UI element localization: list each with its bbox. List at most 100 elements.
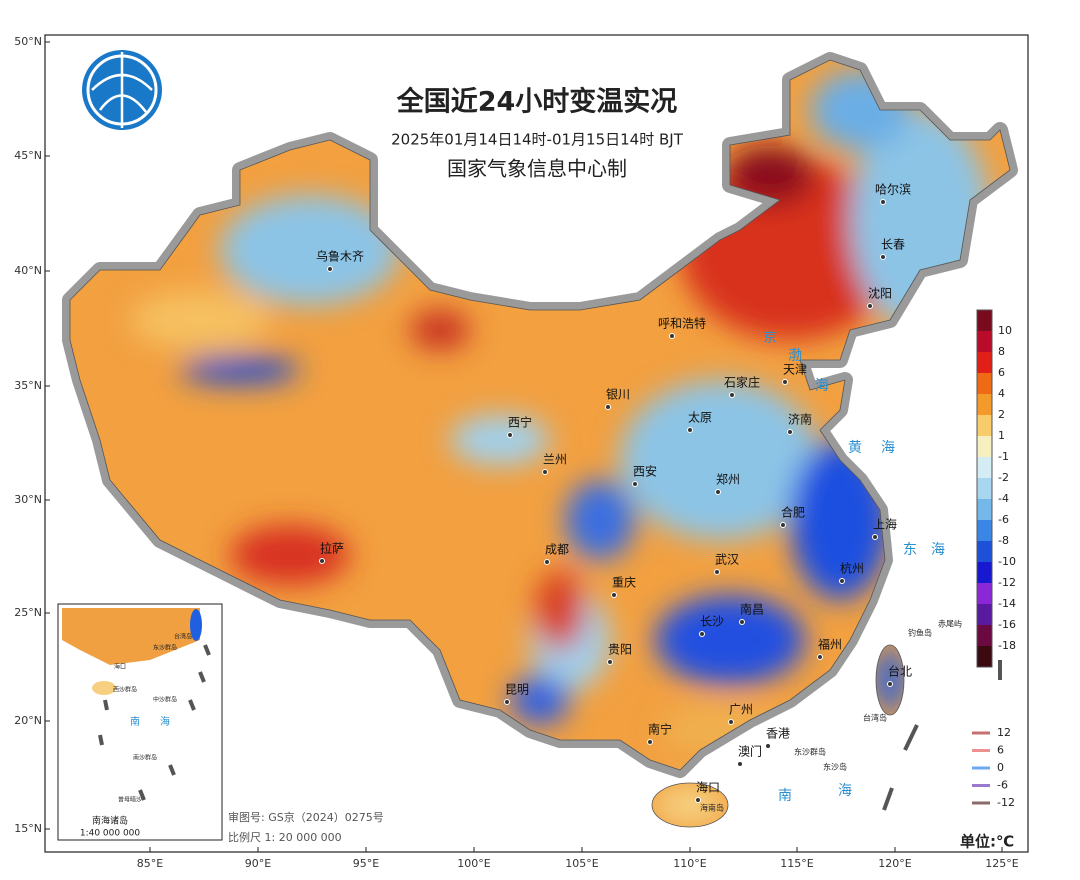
- lon-label: 115°E: [780, 857, 813, 870]
- lon-label: 110°E: [673, 857, 706, 870]
- legend-label: 8: [998, 345, 1005, 358]
- legend-swatch: [977, 373, 992, 394]
- title: 全国近24小时变温实况: [396, 86, 678, 118]
- city-dot: [632, 481, 638, 487]
- map-scale: 比例尺 1: 20 000 000: [228, 830, 342, 844]
- city-label: 长春: [881, 238, 905, 252]
- place-label: 京: [763, 331, 776, 346]
- city-dot: [817, 654, 823, 660]
- sea-label: 南: [778, 788, 792, 804]
- lat-label: 15°N: [14, 822, 42, 835]
- legend-label: -16: [998, 618, 1016, 631]
- legend-swatch: [977, 457, 992, 478]
- city-label: 银川: [606, 388, 630, 402]
- city-dot: [699, 631, 705, 637]
- legend-label: -2: [998, 471, 1009, 484]
- inset-land: [62, 608, 200, 665]
- city-dot: [765, 743, 771, 749]
- city-label: 西安: [633, 464, 657, 479]
- legend-label: 2: [998, 408, 1005, 421]
- city-dot: [647, 739, 653, 745]
- legend-label: -10: [998, 555, 1016, 568]
- inset-hainan: [92, 681, 116, 695]
- city-dot: [887, 681, 893, 687]
- city-label: 拉萨: [320, 541, 344, 556]
- contour-label: 0: [997, 761, 1004, 774]
- lat-label: 45°N: [14, 149, 42, 162]
- city-dot: [880, 199, 886, 205]
- legend-swatch: [977, 478, 992, 499]
- legend-label: -14: [998, 597, 1016, 610]
- sea-label: 海: [881, 440, 895, 456]
- legend-swatch: [977, 604, 992, 625]
- city-label: 台北: [888, 664, 912, 679]
- city-label: 上海: [873, 517, 897, 532]
- lat-label: 20°N: [14, 714, 42, 727]
- city-dot: [319, 558, 325, 564]
- inset-label: 南: [130, 715, 140, 728]
- city-dot: [728, 719, 734, 725]
- place-label: 赤尾屿: [938, 620, 962, 629]
- subtitle: 2025年01月14日14时-01月15日14时 BJT: [391, 131, 684, 149]
- legend-swatch: [977, 310, 992, 331]
- city-label: 广州: [729, 703, 753, 717]
- lat-label: 30°N: [14, 493, 42, 506]
- contour-label: -12: [997, 796, 1015, 809]
- credit: 国家气象信息中心制: [447, 157, 627, 181]
- legend-label: -4: [998, 492, 1009, 505]
- logo: [82, 50, 162, 130]
- city-dot: [507, 432, 513, 438]
- lon-label: 90°E: [245, 857, 271, 870]
- place-label: 东沙岛: [823, 762, 847, 772]
- inset-label: 曾母暗沙: [118, 796, 142, 804]
- lon-label: 120°E: [878, 857, 911, 870]
- lon-label: 105°E: [565, 857, 598, 870]
- city-label: 长沙: [700, 615, 724, 629]
- contour-label: -6: [997, 779, 1008, 792]
- legend-swatch: [977, 352, 992, 373]
- city-label: 南昌: [740, 602, 764, 617]
- sea-label: 海: [838, 783, 852, 799]
- city-dot: [780, 522, 786, 528]
- city-dot: [504, 699, 510, 705]
- city-dot: [787, 429, 793, 435]
- city-dot: [737, 761, 743, 767]
- sea-label: 黄: [848, 439, 862, 456]
- lat-label: 25°N: [14, 606, 42, 619]
- inset-label: 南沙群岛: [133, 754, 157, 762]
- lon-label: 95°E: [353, 857, 379, 870]
- city-label: 香港: [766, 727, 790, 741]
- city-label: 哈尔滨: [875, 182, 911, 197]
- sea-label: 海: [815, 378, 829, 394]
- legend-label: -18: [998, 639, 1016, 652]
- inset-title: 南海诸岛: [92, 815, 128, 827]
- approval: 审图号: GS京（2024）0275号: [228, 810, 384, 824]
- city-dot: [715, 489, 721, 495]
- city-label: 武汉: [715, 553, 739, 567]
- city-label: 重庆: [612, 576, 636, 590]
- legend-label: -6: [998, 513, 1009, 526]
- legend-label: 1: [998, 429, 1005, 442]
- city-dot: [872, 534, 878, 540]
- inset-taiwan: [190, 609, 202, 641]
- city-label: 呼和浩特: [658, 316, 706, 331]
- city-dot: [687, 427, 693, 433]
- city-label: 成都: [545, 543, 569, 557]
- legend-swatch: [977, 415, 992, 436]
- legend-swatch: [977, 625, 992, 646]
- city-dot: [542, 469, 548, 475]
- city-label: 贵阳: [608, 643, 632, 657]
- legend-label: -12: [998, 576, 1016, 589]
- city-dot: [880, 254, 886, 260]
- city-label: 昆明: [505, 683, 529, 697]
- city-dot: [714, 569, 720, 575]
- place-label: 海南岛: [700, 803, 724, 813]
- legend-label: -1: [998, 450, 1009, 463]
- lat-label: 40°N: [14, 264, 42, 277]
- lat-label: 50°N: [14, 35, 42, 48]
- legend-swatch: [977, 499, 992, 520]
- legend-frame: [976, 309, 993, 668]
- city-dot: [867, 303, 873, 309]
- city-label: 石家庄: [724, 375, 760, 390]
- city-label: 南宁: [648, 722, 672, 737]
